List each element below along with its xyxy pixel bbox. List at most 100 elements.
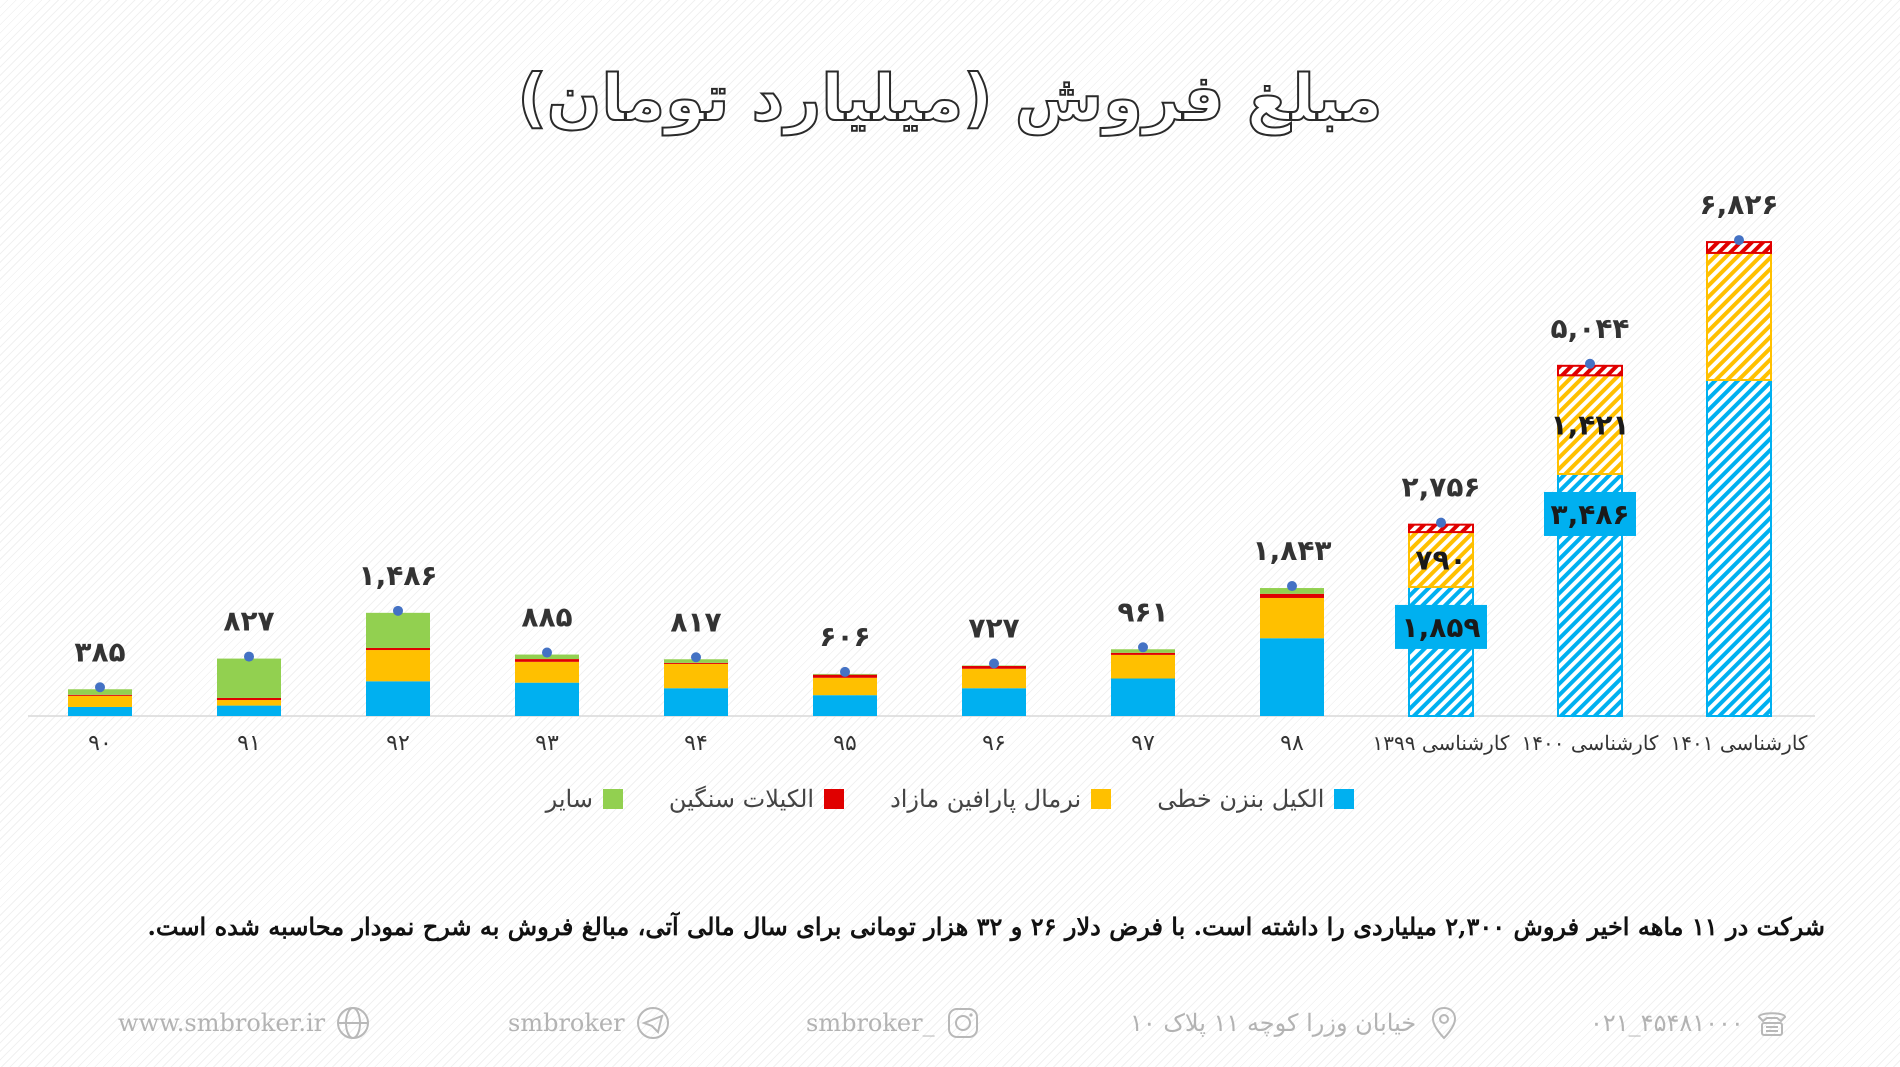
total-label: ۷۲۷	[968, 612, 1019, 645]
total-label: ۳۸۵	[74, 635, 125, 668]
segment-value-label: ۳,۴۸۶	[1551, 498, 1630, 531]
bar-segment	[962, 688, 1026, 716]
category-label: ۹۲	[386, 731, 410, 756]
bar-segment	[1111, 652, 1175, 655]
legend-label: سایر	[545, 785, 593, 813]
total-label: ۶,۸۲۶	[1700, 188, 1779, 221]
legend-swatch	[602, 789, 623, 809]
bar-segment	[1260, 597, 1324, 639]
footnote-text: شرکت در ۱۱ ماهه اخیر فروش ۲,۳۰۰ میلیاردی…	[147, 912, 1825, 941]
instagram-text: smbroker_	[806, 1009, 935, 1037]
bar-segment	[813, 695, 877, 716]
category-label: کارشناسی ۱۳۹۹	[1373, 731, 1510, 755]
category-label: ۹۸	[1280, 731, 1304, 756]
category-label: ۹۵	[833, 731, 857, 756]
segment-value-label: ۱,۴۲۱	[1551, 409, 1630, 442]
legend-label: الکیل بنزن خطی	[1157, 785, 1325, 813]
legend-label: الکیلات سنگین	[668, 785, 815, 813]
legend-item-lab: الکیل بنزن خطی	[1157, 785, 1355, 813]
bar-segment	[217, 700, 281, 706]
bar-segment	[664, 662, 728, 664]
total-marker	[840, 666, 850, 677]
legend-swatch	[1091, 789, 1112, 809]
telegram-text: smbroker	[508, 1009, 625, 1037]
total-label: ۶۰۶	[819, 620, 870, 653]
total-marker	[989, 658, 999, 669]
category-label: کارشناسی ۱۴۰۰	[1522, 731, 1659, 755]
footer-address: خیابان وزرا کوچه ۱۱ پلاک ۱۰	[1130, 1005, 1462, 1041]
footer-instagram[interactable]: smbroker_	[806, 1005, 981, 1041]
total-label: ۹۶۱	[1117, 595, 1168, 628]
category-label: ۹۰	[88, 731, 112, 756]
bar-segment	[217, 697, 281, 701]
bar-segment	[813, 677, 877, 696]
total-label: ۲,۷۵۶	[1402, 471, 1481, 504]
bar-segment	[68, 694, 132, 696]
bar-segment	[515, 659, 579, 662]
website-text: www.smbroker.ir	[118, 1009, 326, 1037]
bar-segment	[515, 682, 579, 716]
total-label: ۵,۰۴۴	[1551, 312, 1630, 345]
segment-value-label: ۷۹۰	[1415, 544, 1466, 577]
total-marker	[1436, 517, 1446, 528]
bar-segment	[1111, 678, 1175, 716]
footer-website[interactable]: www.smbroker.ir	[118, 1005, 371, 1041]
footer-telegram[interactable]: smbroker	[508, 1005, 671, 1041]
footer: www.smbroker.ir smbroker smbroker_ خیابا…	[0, 1005, 1900, 1055]
bar-segment	[366, 612, 430, 648]
legend-swatch	[1334, 789, 1355, 809]
total-marker	[1138, 642, 1148, 653]
bar-segment	[1260, 593, 1324, 598]
bar-segment	[1706, 378, 1772, 717]
bar-segment	[962, 668, 1026, 689]
category-label: ۹۱	[237, 731, 261, 756]
bar-segment	[1111, 654, 1175, 679]
phone-text: ۰۲۱_۴۵۴۸۱۰۰۰	[1590, 1009, 1744, 1037]
total-marker	[542, 647, 552, 658]
instagram-icon	[947, 1008, 978, 1038]
total-marker	[1287, 581, 1297, 592]
bar-segment	[1706, 251, 1772, 381]
bar-segment	[1408, 531, 1474, 588]
bar-segment	[664, 688, 728, 716]
total-label: ۸۲۷	[223, 605, 274, 638]
footer-phone: ۰۲۱_۴۵۴۸۱۰۰۰	[1590, 1005, 1790, 1041]
total-marker	[393, 605, 403, 616]
legend-item-paraffin: نرمال پارافین مازاد	[890, 785, 1112, 813]
value-label-box	[1544, 491, 1636, 536]
total-label: ۱,۴۸۶	[359, 559, 438, 592]
total-marker	[691, 652, 701, 663]
legend: الکیل بنزن خطی نرمال پارافین مازاد الکیل…	[0, 785, 1900, 813]
bar-segment	[217, 705, 281, 716]
category-label: کارشناسی ۱۴۰۱	[1671, 731, 1808, 755]
category-label: ۹۴	[684, 731, 708, 756]
bar-segment	[217, 658, 281, 698]
bar-segment	[1260, 638, 1324, 716]
sales-chart: ۳۸۵ ۹۰ ۸۲۷ ۹۱ ۱,۴۸۶ ۹۲ ۸۸۵ ۹۳ ۸۱۷ ۹۴ ۶۰۶ ۹۵ ۷۲۷ ۹۶ ۹۶۱…	[28, 188, 1815, 756]
total-marker	[1585, 358, 1595, 369]
bar-segment	[68, 706, 132, 716]
address-text: خیابان وزرا کوچه ۱۱ پلاک ۱۰	[1130, 1009, 1417, 1037]
category-label: ۹۶	[982, 731, 1006, 756]
legend-swatch	[824, 789, 845, 809]
bar-segment	[366, 681, 430, 716]
bar-segment	[366, 650, 430, 682]
bar-segment	[366, 647, 430, 651]
legend-label: نرمال پارافین مازاد	[890, 785, 1082, 813]
globe-icon	[337, 1007, 370, 1039]
total-label: ۸۱۷	[670, 605, 721, 638]
bar-segment	[1557, 374, 1623, 475]
segment-value-label: ۱,۸۵۹	[1402, 611, 1481, 644]
total-marker	[95, 682, 105, 693]
category-label: ۹۳	[535, 731, 559, 756]
chart-title: مبلغ فروش (میلیارد تومان)	[517, 61, 1383, 137]
total-label: ۱,۸۴۳	[1253, 534, 1332, 567]
category-label: ۹۷	[1131, 731, 1155, 756]
legend-item-other: سایر	[546, 785, 623, 813]
value-label-box	[1395, 604, 1487, 649]
bar-segment	[68, 695, 132, 707]
bar-segment	[664, 663, 728, 689]
total-marker	[244, 651, 254, 662]
total-marker	[1734, 235, 1744, 246]
total-label: ۸۸۵	[521, 601, 572, 634]
